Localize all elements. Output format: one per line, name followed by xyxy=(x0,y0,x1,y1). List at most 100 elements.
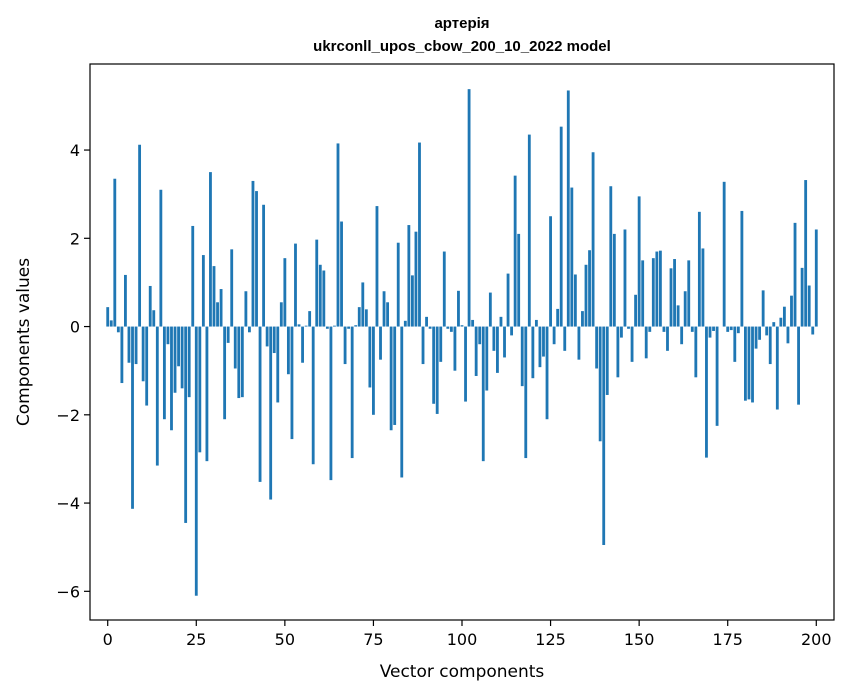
bar-62 xyxy=(325,326,329,329)
bar-105 xyxy=(478,326,482,345)
bar-158 xyxy=(666,326,669,351)
y-tick-label: −6 xyxy=(56,582,80,601)
bar-101 xyxy=(464,326,467,402)
bar-157 xyxy=(662,326,666,332)
bar-156 xyxy=(658,250,662,327)
bar-53 xyxy=(294,243,297,327)
bar-15 xyxy=(159,189,163,327)
bar-125 xyxy=(549,216,552,327)
x-tick-label: 175 xyxy=(712,630,743,649)
bar-52 xyxy=(290,326,294,440)
bar-134 xyxy=(581,311,584,327)
bar-102 xyxy=(467,89,471,327)
bar-103 xyxy=(471,319,475,327)
bar-49 xyxy=(279,302,283,327)
bar-117 xyxy=(520,326,524,387)
bar-162 xyxy=(680,326,684,345)
bar-200 xyxy=(814,229,818,327)
bar-92 xyxy=(432,326,436,404)
bar-9 xyxy=(138,144,142,327)
bar-164 xyxy=(687,260,691,327)
bar-136 xyxy=(588,250,591,327)
bar-73 xyxy=(364,309,368,327)
bar-168 xyxy=(701,248,705,327)
bar-20 xyxy=(177,326,180,367)
bar-193 xyxy=(790,295,793,327)
bar-160 xyxy=(673,259,676,327)
bar-50 xyxy=(283,258,287,327)
bar-72 xyxy=(361,282,365,327)
y-axis-label: Components values xyxy=(14,258,34,426)
bar-130 xyxy=(566,90,570,327)
bar-38 xyxy=(240,326,244,398)
bar-5 xyxy=(124,274,127,327)
bar-121 xyxy=(534,319,538,327)
bar-67 xyxy=(343,326,347,365)
bar-60 xyxy=(318,264,322,327)
x-axis-ticks: 0 25 50 75 100 125 150 175 200 xyxy=(103,620,832,649)
bar-197 xyxy=(804,180,808,327)
bar-123 xyxy=(542,326,545,357)
bar-104 xyxy=(474,326,478,376)
chart-title: артерія xyxy=(434,15,489,32)
bar-81 xyxy=(393,326,397,425)
bar-16 xyxy=(162,326,166,420)
bar-127 xyxy=(556,308,560,327)
bar-93 xyxy=(435,326,439,414)
bar-146 xyxy=(623,229,627,327)
bar-175 xyxy=(726,326,730,332)
bar-129 xyxy=(563,326,567,351)
bar-188 xyxy=(772,322,776,327)
bar-12 xyxy=(148,285,152,327)
bar-11 xyxy=(145,326,149,406)
bar-118 xyxy=(524,326,528,459)
bar-19 xyxy=(173,326,177,393)
bar-106 xyxy=(481,326,485,462)
bar-1 xyxy=(109,320,113,327)
bars-group xyxy=(106,89,818,596)
bar-82 xyxy=(396,242,400,327)
chart-subtitle: ukrconll_upos_cbow_200_10_2022 model xyxy=(313,38,611,55)
bar-96 xyxy=(446,326,450,329)
bar-56 xyxy=(304,325,308,327)
y-axis-ticks: −6 −4 −2 0 2 4 xyxy=(56,141,90,601)
bar-145 xyxy=(620,326,623,338)
bar-54 xyxy=(297,324,301,327)
bar-0 xyxy=(106,307,110,327)
bar-84 xyxy=(403,320,407,327)
bar-7 xyxy=(131,326,134,509)
bar-113 xyxy=(506,273,510,327)
bar-33 xyxy=(223,326,227,420)
bar-57 xyxy=(308,311,312,327)
y-tick-label: 2 xyxy=(70,229,80,248)
y-tick-label: −2 xyxy=(56,406,80,425)
bar-3 xyxy=(116,326,120,333)
bar-135 xyxy=(584,264,588,327)
x-axis-label: Vector components xyxy=(380,662,545,682)
bar-182 xyxy=(751,326,754,403)
bar-120 xyxy=(531,326,535,379)
y-tick-label: −4 xyxy=(56,494,80,513)
x-tick-label: 50 xyxy=(275,630,295,649)
bar-88 xyxy=(418,142,421,327)
plot-frame xyxy=(89,63,835,621)
bar-28 xyxy=(205,326,209,462)
bar-139 xyxy=(598,326,602,442)
bar-35 xyxy=(230,249,234,327)
bar-27 xyxy=(201,255,205,327)
bar-153 xyxy=(648,326,652,332)
bar-94 xyxy=(439,326,443,362)
bar-48 xyxy=(276,326,280,403)
bar-195 xyxy=(797,326,800,405)
bar-111 xyxy=(499,316,503,327)
bar-55 xyxy=(301,326,304,363)
bar-171 xyxy=(712,326,715,331)
bar-25 xyxy=(194,326,198,596)
bar-43 xyxy=(258,326,262,482)
bar-180 xyxy=(744,326,747,401)
bar-6 xyxy=(127,326,131,363)
x-tick-label: 200 xyxy=(801,630,832,649)
bar-198 xyxy=(807,285,811,327)
bar-36 xyxy=(233,326,237,369)
bar-8 xyxy=(134,326,138,365)
